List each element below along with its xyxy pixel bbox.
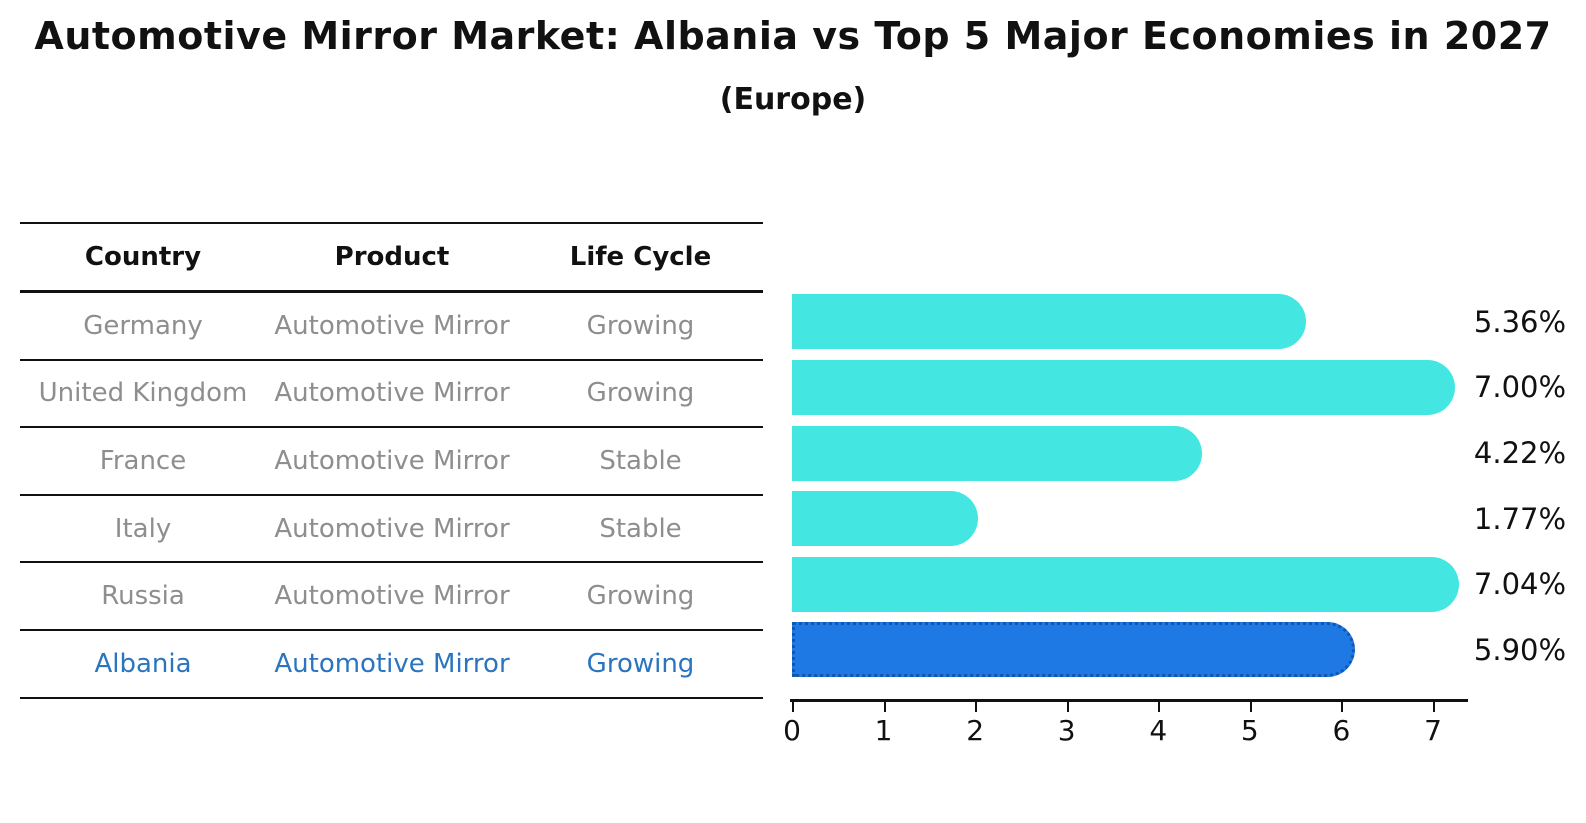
table-row: United Kingdom Automotive Mirror Growing: [20, 361, 763, 429]
bar-germany: [792, 294, 1306, 350]
x-axis-tick-label: 0: [783, 714, 801, 747]
x-axis-tick: [1249, 702, 1252, 712]
bar-value-label: 5.36%: [1473, 304, 1567, 339]
bar-value-label: 5.90%: [1473, 632, 1567, 667]
product-cell: Automotive Mirror: [274, 310, 510, 341]
x-axis-tick-label: 4: [1149, 714, 1168, 747]
bar-russia: [792, 556, 1460, 612]
bar-value-label: 7.00%: [1473, 370, 1567, 405]
x-axis-line: [790, 699, 1468, 702]
country-cell: Italy: [114, 513, 172, 544]
table-row: Albania Automotive Mirror Growing: [20, 631, 763, 699]
product-cell: Automotive Mirror: [274, 513, 510, 544]
page-subtitle: (Europe): [719, 82, 867, 117]
country-table: Country Product Life Cycle Germany Automo…: [20, 222, 763, 699]
x-axis-tick: [1066, 702, 1069, 712]
life-cycle-cell: Growing: [586, 378, 695, 409]
product-cell: Automotive Mirror: [274, 581, 510, 612]
x-axis-tick: [975, 702, 978, 712]
x-axis-tick: [1341, 702, 1344, 712]
life-cycle-cell: Growing: [586, 310, 695, 341]
bar-value-label: 7.04%: [1473, 567, 1567, 602]
x-axis-tick-label: 1: [874, 714, 893, 747]
bar-albania: [792, 622, 1356, 678]
x-axis-tick: [883, 702, 886, 712]
x-axis-tick: [1158, 702, 1161, 712]
table-row: France Automotive Mirror Stable: [20, 428, 763, 496]
x-axis-tick-label: 6: [1332, 714, 1351, 747]
table-row: Italy Automotive Mirror Stable: [20, 496, 763, 564]
x-axis-tick-label: 7: [1424, 714, 1442, 747]
country-cell: Germany: [83, 310, 203, 341]
bar-france: [792, 425, 1202, 481]
x-axis-tick-label: 5: [1240, 714, 1259, 747]
life-cycle-cell: Stable: [599, 445, 682, 476]
country-cell: United Kingdom: [38, 378, 248, 409]
table-row: Russia Automotive Mirror Growing: [20, 563, 763, 631]
column-header-product: Product: [334, 242, 450, 272]
x-axis-tick: [792, 702, 794, 712]
x-axis-tick-label: 3: [1057, 714, 1076, 747]
bar-italy: [792, 491, 979, 547]
country-cell: Russia: [101, 581, 185, 612]
product-cell: Automotive Mirror: [274, 648, 510, 679]
country-cell: France: [99, 445, 187, 476]
life-cycle-cell: Growing: [586, 648, 695, 679]
life-cycle-cell: Growing: [586, 581, 695, 612]
life-cycle-cell: Stable: [599, 513, 682, 544]
country-cell: Albania: [94, 648, 192, 679]
table-row: Germany Automotive Mirror Growing: [20, 293, 763, 361]
column-header-life-cycle: Life Cycle: [569, 242, 712, 272]
column-header-country: Country: [84, 242, 202, 272]
x-axis-tick: [1432, 702, 1435, 712]
table-body: Germany Automotive Mirror Growing United Ki…: [20, 293, 763, 699]
product-cell: Automotive Mirror: [274, 378, 510, 409]
product-cell: Automotive Mirror: [274, 445, 510, 476]
bar-united-kingdom: [792, 359, 1456, 415]
table-header-row: Country Product Life Cycle: [20, 222, 763, 293]
page-title: Automotive Mirror Market: Albania vs Top…: [34, 14, 1552, 58]
bar-value-label: 1.77%: [1473, 501, 1567, 536]
bar-value-label: 4.22%: [1473, 436, 1567, 470]
x-axis-tick-label: 2: [966, 714, 985, 747]
